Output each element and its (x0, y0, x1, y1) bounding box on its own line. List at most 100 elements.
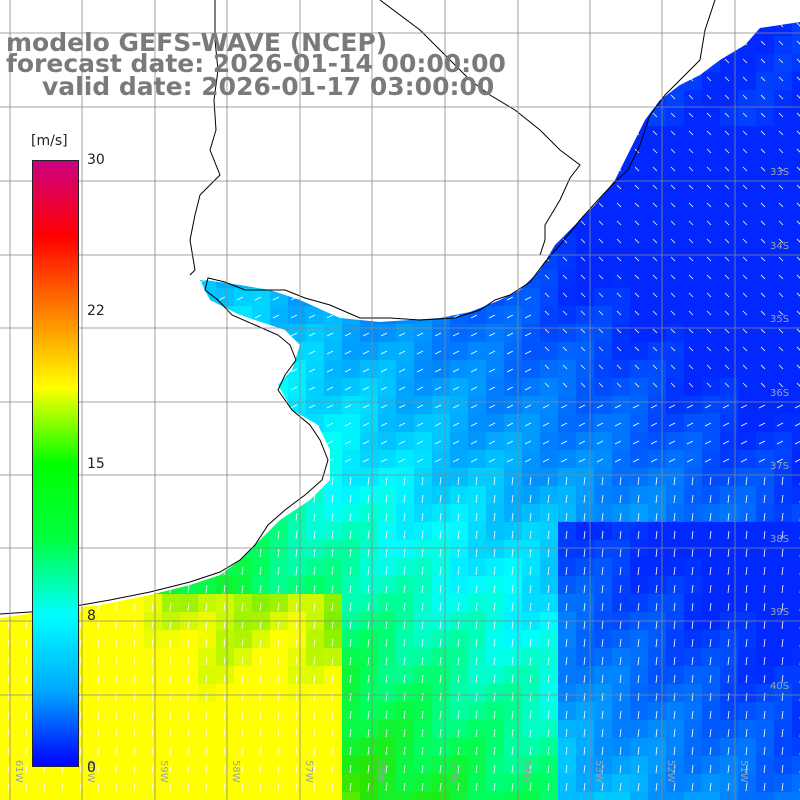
wind-arrow (511, 638, 514, 648)
wind-arrow (313, 692, 316, 702)
wind-arrow (169, 656, 172, 666)
wind-arrow (367, 476, 370, 486)
wind-arrow (544, 292, 550, 298)
wind-cell (0, 792, 18, 800)
wind-arrow (362, 404, 370, 409)
wind-arrow (277, 782, 280, 792)
wind-arrow (601, 746, 604, 756)
wind-cell (666, 792, 684, 800)
wind-cell (792, 432, 800, 450)
wind-arrow (542, 404, 550, 409)
wind-arrow (583, 710, 586, 720)
wind-arrow (290, 368, 298, 373)
wind-arrow (511, 530, 514, 540)
wind-arrow (290, 404, 298, 409)
wind-arrow (380, 440, 388, 445)
wind-arrow (493, 548, 496, 558)
wind-arrow (580, 292, 586, 298)
lon-label: 52W (665, 760, 676, 783)
wind-arrow (709, 476, 712, 486)
wind-arrow (688, 94, 694, 100)
wind-arrow (781, 548, 784, 558)
wind-arrow (205, 620, 208, 630)
wind-arrow (7, 638, 10, 648)
wind-arrow (745, 512, 748, 522)
wind-arrow (169, 638, 172, 648)
wind-cell (774, 792, 792, 800)
wind-arrow (421, 620, 424, 630)
wind-arrow (652, 310, 658, 316)
wind-cell (702, 792, 720, 800)
wind-arrow (547, 746, 550, 756)
wind-arrow (724, 364, 730, 370)
wind-arrow (547, 512, 550, 522)
wind-arrow (97, 674, 100, 684)
wind-arrow (670, 274, 676, 280)
wind-cell (684, 792, 702, 800)
wind-arrow (457, 512, 460, 522)
wind-arrow (547, 782, 550, 792)
wind-arrow (709, 494, 712, 504)
wind-arrow (241, 764, 244, 774)
wind-cell (36, 792, 54, 800)
wind-arrow (634, 184, 640, 190)
wind-arrow (688, 112, 694, 118)
wind-arrow (691, 548, 694, 558)
wind-cell (792, 540, 800, 558)
wind-arrow (259, 584, 262, 594)
wind-arrow (115, 782, 118, 792)
wind-arrow (565, 674, 568, 684)
wind-arrow (565, 548, 568, 558)
wind-arrow (529, 602, 532, 612)
wind-arrow (583, 620, 586, 630)
wind-cell (486, 792, 504, 800)
wind-arrow (362, 422, 370, 427)
wind-arrow (488, 404, 496, 409)
wind-cell (792, 36, 800, 54)
wind-arrow (688, 274, 694, 280)
wind-arrow (691, 746, 694, 756)
wind-arrow (709, 674, 712, 684)
wind-arrow (565, 566, 568, 576)
wind-arrow (619, 602, 622, 612)
wind-arrow (313, 494, 316, 504)
wind-arrow (295, 584, 298, 594)
wind-arrow (742, 76, 748, 82)
lat-label: 39S (770, 607, 789, 618)
wind-arrow (385, 764, 388, 774)
wind-arrow (398, 332, 406, 337)
wind-arrow (457, 620, 460, 630)
wind-cell (792, 234, 800, 252)
wind-arrow (434, 386, 442, 391)
wind-arrow (583, 656, 586, 666)
wind-arrow (529, 674, 532, 684)
wind-arrow (313, 584, 316, 594)
wind-arrow (670, 310, 676, 316)
wind-arrow (133, 746, 136, 756)
wind-arrow (385, 548, 388, 558)
wind-arrow (511, 548, 514, 558)
wind-arrow (524, 296, 532, 301)
lon-label: 51W (738, 760, 749, 783)
wind-arrow (580, 364, 586, 370)
wind-arrow (457, 548, 460, 558)
wind-arrow (706, 238, 712, 244)
wind-cell (792, 486, 800, 504)
wind-arrow (493, 584, 496, 594)
wind-arrow (760, 148, 766, 154)
wind-cell (18, 792, 36, 800)
wind-arrow (547, 674, 550, 684)
wind-arrow (475, 746, 478, 756)
wind-arrow (706, 328, 712, 334)
wind-arrow (565, 584, 568, 594)
wind-arrow (760, 130, 766, 136)
wind-arrow (742, 328, 748, 334)
wind-arrow (470, 314, 478, 319)
wind-arrow (655, 728, 658, 738)
wind-arrow (403, 602, 406, 612)
wind-arrow (295, 566, 298, 576)
wind-arrow (259, 782, 262, 792)
wind-cell (792, 162, 800, 180)
wind-arrow (781, 656, 784, 666)
wind-arrow (745, 584, 748, 594)
